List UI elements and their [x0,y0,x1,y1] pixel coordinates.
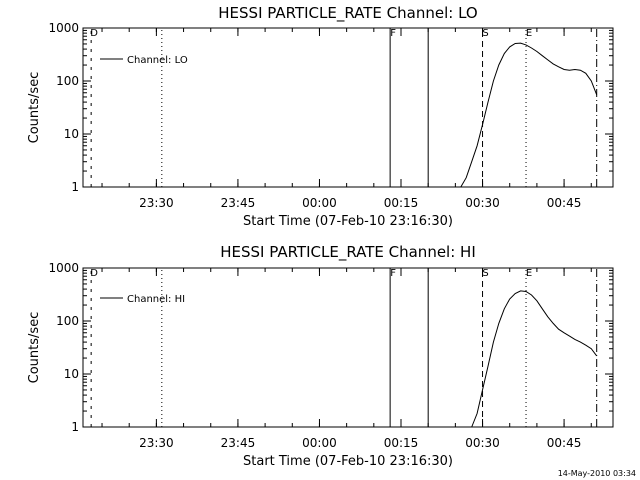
plot-frame [82,27,614,188]
x-tick-label: 00:15 [384,436,419,450]
y-tick-label: 1000 [48,21,79,35]
x-tick-label: 00:45 [547,436,582,450]
chart-title: HESSI PARTICLE_RATE Channel: LO [218,4,477,23]
legend-label: Channel: LO [127,55,188,66]
x-tick-label: 23:30 [139,436,174,450]
y-tick-label: 100 [56,74,79,88]
y-axis-label: Counts/sec [27,72,42,144]
annotation-label: E [526,28,532,39]
x-tick-label: 00:00 [302,196,337,210]
series-line [460,42,598,188]
x-tick-label: 00:00 [302,436,337,450]
x-tick-label: 00:30 [465,436,500,450]
annotation-label: D [90,268,98,279]
x-tick-label: 00:45 [547,196,582,210]
x-axis-label: Start Time (07-Feb-10 23:16:30) [243,454,453,469]
x-tick-label: 23:45 [221,436,256,450]
annotation-label: S [482,28,488,39]
annotation-label: S [482,268,488,279]
legend-label: Channel: HI [127,294,185,305]
y-tick-label: 1 [71,420,79,434]
chart-title: HESSI PARTICLE_RATE Channel: HI [220,243,476,262]
annotation-label: D [90,28,98,39]
y-tick-label: 1 [71,180,79,194]
y-tick-label: 1000 [48,261,79,275]
y-tick-label: 10 [64,127,79,141]
x-tick-label: 23:30 [139,196,174,210]
date-stamp: 14-May-2010 03:34 [558,469,636,478]
plot-frame [82,267,614,428]
series-line [471,290,598,428]
x-tick-label: 23:45 [221,196,256,210]
y-tick-label: 100 [56,314,79,328]
annotation-label: F [390,268,396,279]
y-tick-label: 10 [64,367,79,381]
hi-channel-panel: HESSI PARTICLE_RATE Channel: HI Start Tim… [27,243,614,469]
y-axis-label: Counts/sec [27,312,42,384]
x-axis-label: Start Time (07-Feb-10 23:16:30) [243,214,453,229]
lo-channel-panel: HESSI PARTICLE_RATE Channel: LO Start Tim… [27,4,614,229]
annotation-label: E [526,268,532,279]
x-tick-label: 00:30 [465,196,500,210]
x-tick-label: 00:15 [384,196,419,210]
annotation-label: F [390,28,396,39]
